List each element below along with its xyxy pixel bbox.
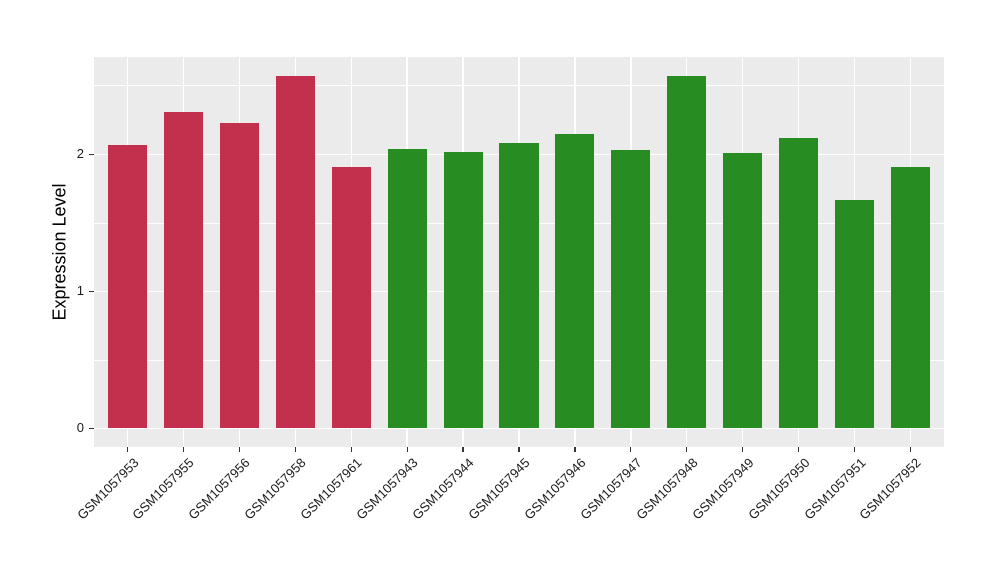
y-tick-label: 1 [76, 283, 84, 299]
y-tick-label: 2 [76, 146, 84, 162]
bar-GSM1057944 [443, 151, 483, 429]
x-axis-tick [406, 447, 408, 452]
bar-GSM1057946 [555, 133, 595, 429]
x-axis-tick [462, 447, 464, 452]
bar-GSM1057958 [275, 76, 315, 429]
y-axis-tick [89, 153, 94, 155]
y-tick-label: 0 [76, 420, 84, 436]
plot-panel [94, 57, 944, 447]
x-axis-tick [686, 447, 688, 452]
x-axis-tick [909, 447, 912, 452]
x-axis-tick [182, 447, 185, 452]
bar-GSM1057943 [387, 148, 427, 429]
bar-GSM1057961 [331, 166, 371, 429]
bar-GSM1057956 [219, 122, 259, 429]
x-axis-tick [742, 447, 744, 452]
bar-GSM1057949 [723, 152, 763, 429]
x-axis-tick [574, 447, 576, 452]
x-axis-tick [798, 447, 800, 452]
bar-GSM1057955 [163, 111, 204, 429]
y-axis-tick [89, 290, 94, 292]
x-tick-label: GSM1057953 [73, 455, 142, 523]
bar-GSM1057952 [890, 166, 931, 429]
bar-GSM1057948 [667, 76, 707, 429]
bar-GSM1057947 [611, 150, 651, 429]
x-axis-tick [238, 447, 240, 452]
x-axis-tick [630, 447, 632, 452]
bar-GSM1057953 [107, 144, 148, 429]
y-axis-title: Expression Level [49, 183, 70, 321]
x-axis-tick [853, 447, 856, 452]
bar-GSM1057951 [834, 199, 875, 429]
x-axis-tick [126, 447, 129, 452]
y-axis-tick [89, 427, 94, 430]
bar-GSM1057950 [779, 137, 819, 429]
x-axis-tick [518, 447, 520, 452]
x-axis-tick [350, 447, 352, 452]
x-axis-tick [294, 447, 296, 452]
bar-GSM1057945 [499, 143, 539, 429]
gridline-horizontal-minor [94, 85, 944, 87]
